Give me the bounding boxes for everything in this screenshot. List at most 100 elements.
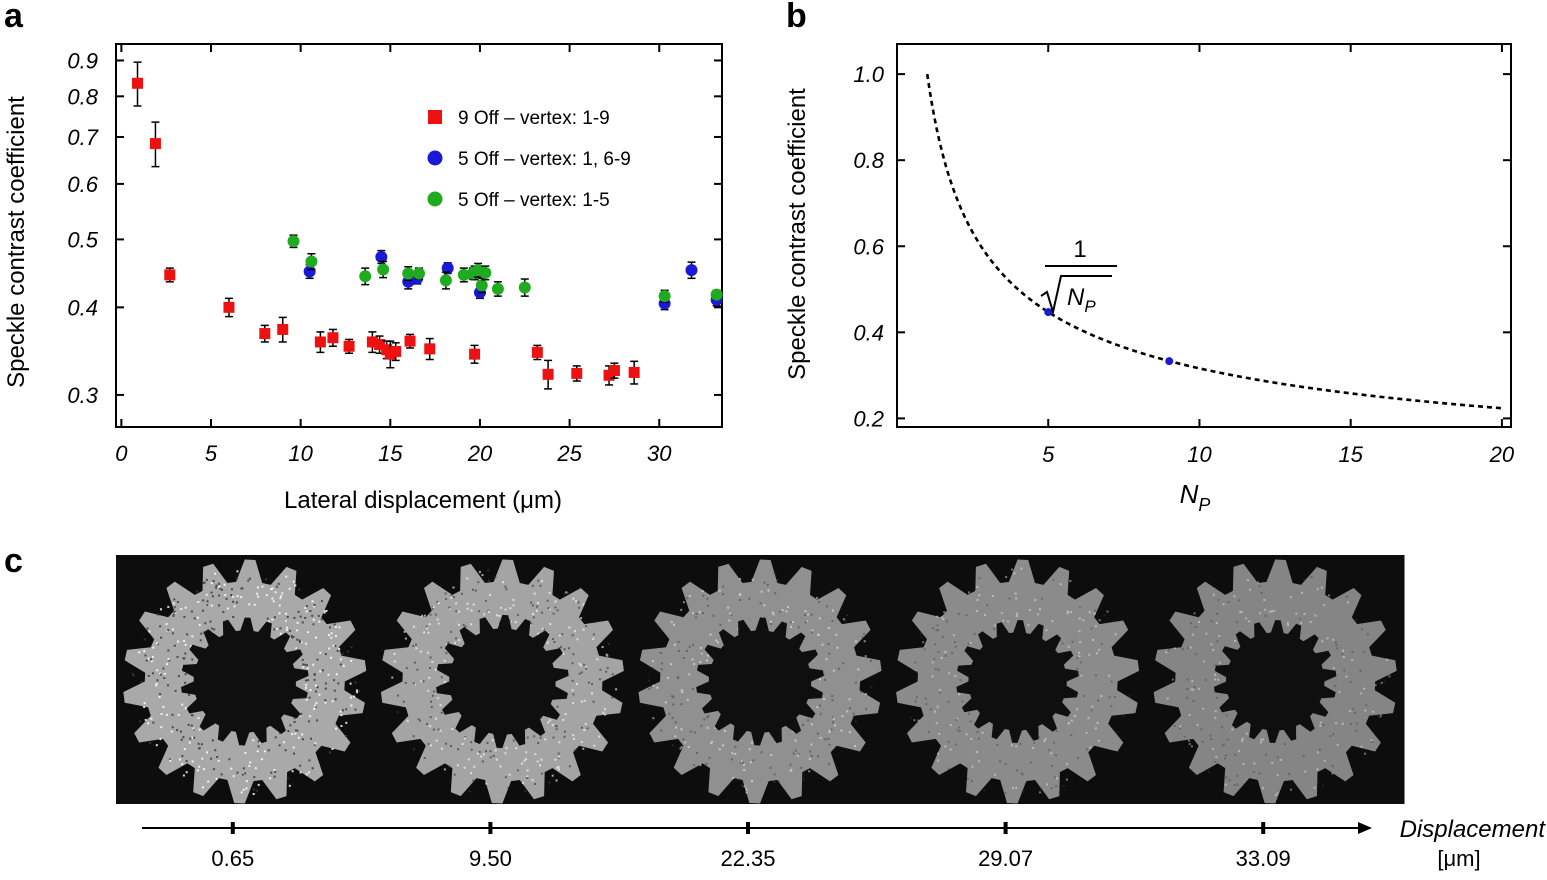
b-y-tick-label: 0.6 [853, 234, 884, 259]
speckle-dot [541, 627, 544, 630]
speckle-dot [1188, 739, 1190, 742]
speckle-dot [722, 585, 725, 588]
speckle-dot [531, 604, 534, 607]
speckle-dot [274, 591, 277, 594]
speckle-dot [148, 630, 151, 633]
speckle-dot [763, 604, 766, 607]
speckle-dot [279, 731, 282, 734]
speckle-dot [702, 612, 705, 614]
speckle-dot [415, 647, 418, 650]
speckle-dot [310, 737, 312, 740]
speckle-dot [176, 729, 179, 732]
speckle-dot [457, 610, 460, 613]
speckle-dot [350, 704, 353, 707]
speckle-dot [1265, 753, 1267, 756]
speckle-dot [306, 667, 309, 670]
a-y-tick-label: 0.5 [67, 227, 98, 252]
speckle-dot [936, 624, 939, 627]
a-y-tick-label: 0.7 [67, 125, 98, 150]
speckle-dot [1331, 772, 1334, 775]
speckle-dot [983, 789, 986, 792]
speckle-dot [936, 759, 939, 762]
gear-image [373, 555, 632, 804]
speckle-dot [811, 631, 814, 634]
speckle-dot [1236, 783, 1239, 786]
speckle-dot [937, 629, 940, 632]
speckle-dot [1065, 778, 1068, 781]
speckle-dot [831, 699, 834, 702]
speckle-dot [1355, 619, 1358, 622]
speckle-dot [318, 620, 321, 623]
speckle-dot [516, 613, 519, 616]
speckle-dot [254, 767, 257, 770]
speckle-dot [976, 598, 979, 601]
speckle-dot [450, 594, 453, 596]
speckle-dot [984, 614, 986, 616]
speckle-dot [1078, 606, 1081, 609]
speckle-dot [316, 686, 319, 689]
speckle-dot [529, 624, 532, 627]
speckle-dot [854, 640, 857, 643]
speckle-dot [1043, 740, 1046, 743]
speckle-dot [615, 688, 618, 691]
speckle-dot [431, 607, 434, 610]
speckle-dot [961, 700, 964, 703]
speckle-dot [245, 787, 248, 790]
speckle-dot [854, 745, 856, 748]
speckle-dot [1245, 617, 1248, 620]
speckle-dot [836, 646, 839, 649]
speckle-dot [523, 759, 526, 762]
speckle-dot [1067, 581, 1070, 584]
speckle-dot [932, 627, 934, 630]
speckle-dot [922, 641, 925, 644]
speckle-dot [537, 742, 540, 744]
speckle-dot [236, 771, 239, 774]
speckle-dot [534, 783, 536, 785]
speckle-dot [1088, 653, 1091, 656]
speckle-dot [1349, 681, 1352, 683]
speckle-dot [1191, 688, 1194, 691]
speckle-dot [937, 668, 940, 671]
speckle-dot [167, 629, 170, 632]
speckle-dot [1087, 717, 1090, 720]
speckle-dot [421, 614, 424, 617]
speckle-dot [311, 600, 314, 603]
speckle-dot [312, 618, 315, 621]
speckle-dot [934, 668, 937, 671]
speckle-dot [437, 602, 440, 605]
speckle-dot [816, 706, 819, 709]
speckle-dot [681, 691, 684, 694]
speckle-dot [1040, 597, 1043, 600]
speckle-dot [571, 689, 574, 692]
speckle-dot [1007, 620, 1010, 623]
speckle-dot [530, 622, 533, 625]
speckle-dot [413, 748, 415, 751]
speckle-dot [1258, 772, 1261, 775]
speckle-dot [159, 625, 162, 628]
speckle-dot [810, 723, 813, 726]
speckle-dot [167, 684, 169, 687]
panel-b-points [1044, 308, 1174, 366]
speckle-dot [423, 631, 426, 634]
a-point-circle [658, 290, 671, 303]
speckle-dot [313, 673, 316, 676]
speckle-dot [727, 606, 730, 609]
speckle-dot [938, 688, 941, 691]
panel-b-formula-annotation: 1 NP [1040, 236, 1117, 316]
speckle-dot [828, 743, 831, 746]
speckle-dot [749, 761, 752, 764]
speckle-dot [606, 667, 609, 670]
speckle-dot [461, 592, 463, 595]
speckle-dot [1055, 785, 1058, 788]
speckle-dot [865, 708, 868, 711]
speckle-dot [686, 597, 689, 600]
speckle-dot [478, 750, 481, 753]
speckle-dot [739, 578, 741, 580]
speckle-dot [1044, 737, 1047, 740]
speckle-dot [469, 790, 472, 793]
speckle-dot [174, 689, 177, 692]
speckle-dot [1309, 620, 1312, 623]
speckle-dot [1260, 741, 1262, 744]
speckle-dot [443, 680, 446, 683]
speckle-dot [1067, 722, 1069, 725]
